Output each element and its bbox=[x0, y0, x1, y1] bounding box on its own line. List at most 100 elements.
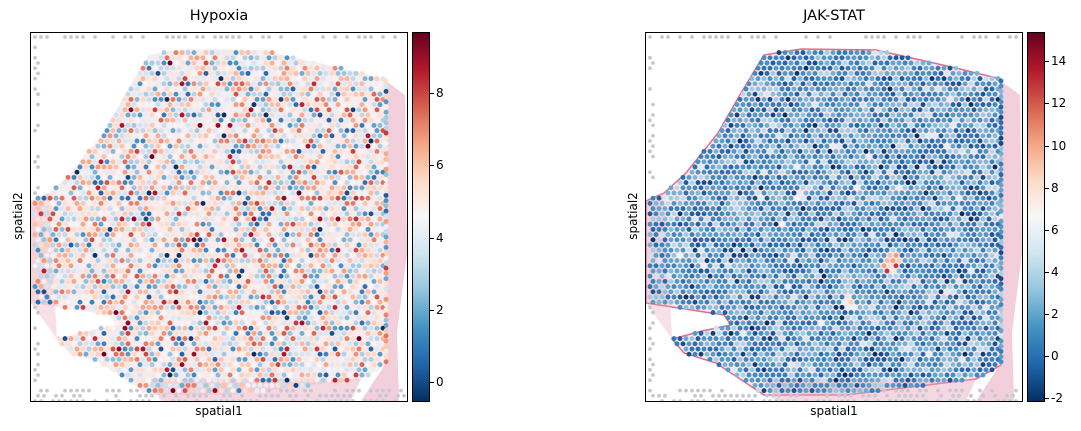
spot bbox=[164, 148, 170, 154]
spot bbox=[725, 117, 731, 123]
spot bbox=[944, 143, 950, 149]
spot bbox=[236, 148, 242, 154]
spot bbox=[359, 122, 365, 128]
spot bbox=[302, 138, 308, 144]
spot bbox=[338, 76, 344, 82]
spot bbox=[155, 91, 161, 97]
spot bbox=[767, 117, 773, 123]
spot bbox=[728, 154, 734, 160]
spot bbox=[833, 55, 839, 61]
spot bbox=[164, 65, 170, 71]
spot bbox=[746, 112, 752, 118]
spot bbox=[809, 159, 815, 165]
spot bbox=[305, 154, 311, 160]
spot bbox=[857, 148, 863, 154]
spot bbox=[872, 60, 878, 66]
spot bbox=[797, 55, 803, 61]
spot bbox=[968, 70, 974, 76]
spot bbox=[785, 211, 791, 217]
spot bbox=[350, 128, 356, 134]
background-spot bbox=[225, 35, 229, 39]
spot bbox=[257, 70, 263, 76]
spot bbox=[272, 55, 278, 61]
spot bbox=[902, 185, 908, 191]
spot bbox=[146, 65, 152, 71]
spot bbox=[911, 169, 917, 175]
spot bbox=[941, 128, 947, 134]
spot bbox=[845, 117, 851, 123]
spot bbox=[746, 164, 752, 170]
spot bbox=[821, 148, 827, 154]
spot bbox=[188, 65, 194, 71]
spot bbox=[284, 76, 290, 82]
spot bbox=[902, 206, 908, 212]
spot bbox=[776, 195, 782, 201]
spot bbox=[800, 112, 806, 118]
spot bbox=[917, 148, 923, 154]
spot bbox=[971, 148, 977, 154]
spot bbox=[881, 180, 887, 186]
spot bbox=[812, 143, 818, 149]
spot bbox=[830, 91, 836, 97]
spot bbox=[752, 185, 758, 191]
spot bbox=[113, 143, 119, 149]
spot bbox=[275, 112, 281, 118]
spot bbox=[764, 206, 770, 212]
spot bbox=[896, 122, 902, 128]
spot bbox=[956, 174, 962, 180]
spot bbox=[830, 206, 836, 212]
spot bbox=[824, 143, 830, 149]
spot bbox=[107, 133, 113, 139]
spot bbox=[854, 206, 860, 212]
spot bbox=[197, 70, 203, 76]
spot bbox=[206, 107, 212, 113]
background-spot bbox=[651, 123, 655, 128]
spot bbox=[758, 143, 764, 149]
spot bbox=[875, 159, 881, 165]
spot bbox=[266, 86, 272, 92]
spot bbox=[779, 96, 785, 102]
spot bbox=[179, 133, 185, 139]
spot bbox=[767, 96, 773, 102]
background-spot bbox=[36, 165, 40, 169]
background-spot bbox=[393, 35, 397, 39]
spot bbox=[695, 200, 701, 206]
spot bbox=[191, 81, 197, 87]
spot bbox=[875, 128, 881, 134]
spot bbox=[731, 200, 737, 206]
spot bbox=[983, 159, 989, 165]
spot bbox=[296, 159, 302, 165]
spot bbox=[734, 174, 740, 180]
spot bbox=[944, 133, 950, 139]
spot bbox=[266, 159, 272, 165]
spot bbox=[884, 185, 890, 191]
spot bbox=[155, 143, 161, 149]
spot bbox=[254, 128, 260, 134]
spot bbox=[245, 70, 251, 76]
spot bbox=[890, 185, 896, 191]
spot bbox=[755, 200, 761, 206]
spot bbox=[965, 169, 971, 175]
spot bbox=[956, 112, 962, 118]
spot bbox=[359, 81, 365, 87]
spot bbox=[836, 195, 842, 201]
spot bbox=[893, 86, 899, 92]
spot bbox=[812, 185, 818, 191]
spot bbox=[806, 206, 812, 212]
spot bbox=[260, 148, 266, 154]
spot bbox=[956, 195, 962, 201]
spot bbox=[281, 154, 287, 160]
spot bbox=[257, 60, 263, 66]
background-spot bbox=[996, 35, 1000, 39]
spot bbox=[677, 180, 683, 186]
spot bbox=[890, 60, 896, 66]
spot bbox=[854, 154, 860, 160]
spot bbox=[863, 96, 869, 102]
spot bbox=[137, 154, 143, 160]
spot bbox=[932, 206, 938, 212]
spot bbox=[263, 81, 269, 87]
spot bbox=[878, 70, 884, 76]
spot bbox=[239, 122, 245, 128]
spot bbox=[794, 50, 800, 56]
spot bbox=[158, 159, 164, 165]
